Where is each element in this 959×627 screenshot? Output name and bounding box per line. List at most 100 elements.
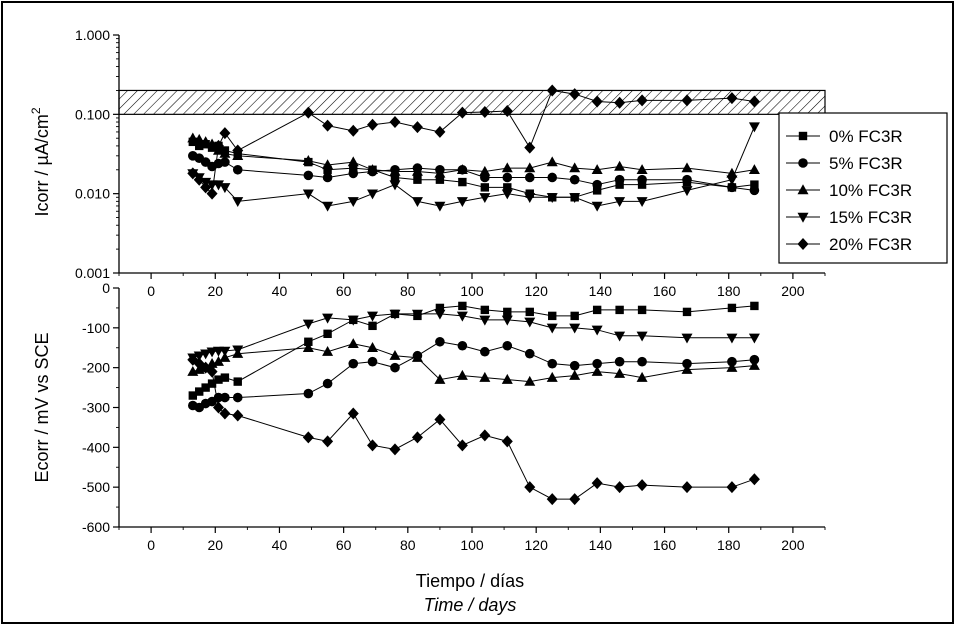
- data-point: [456, 369, 468, 380]
- data-point: [637, 356, 647, 367]
- data-point: [749, 354, 760, 365]
- data-point: [411, 352, 423, 362]
- legend-label: 20% FC3R: [829, 235, 912, 254]
- data-point: [390, 173, 400, 182]
- data-point: [367, 342, 379, 352]
- x-tick-label: 140: [589, 537, 613, 553]
- data-point: [322, 378, 333, 389]
- data-point: [748, 95, 760, 108]
- data-point: [682, 174, 692, 185]
- x-tick-label: 0: [147, 283, 155, 299]
- x-tick-label: 160: [653, 283, 677, 299]
- y-tick-label: -500: [82, 479, 110, 495]
- data-point: [592, 358, 602, 369]
- data-point: [726, 167, 738, 178]
- legend-label: 0% FC3R: [829, 127, 903, 146]
- legend-marker: [797, 212, 809, 223]
- data-point: [524, 141, 536, 154]
- data-point: [546, 84, 558, 97]
- series-line: [192, 359, 755, 500]
- series-square: [188, 137, 759, 202]
- data-point: [219, 147, 231, 158]
- data-point: [681, 186, 693, 197]
- data-point: [503, 183, 512, 192]
- data-point: [591, 365, 603, 376]
- x-tick-label: 40: [272, 537, 288, 553]
- data-point: [212, 139, 224, 152]
- y-tick-label: -600: [82, 519, 110, 535]
- legend-item: 20% FC3R: [786, 235, 912, 254]
- data-point: [435, 303, 445, 313]
- data-point: [187, 167, 199, 180]
- data-point: [434, 413, 446, 426]
- legend-label: 5% FC3R: [829, 154, 903, 173]
- legend-marker: [798, 158, 808, 168]
- x-tick-label: 180: [717, 537, 741, 553]
- data-point: [614, 331, 626, 342]
- data-point: [195, 141, 204, 151]
- x-tick-label: 60: [336, 283, 352, 299]
- data-point: [748, 333, 760, 344]
- data-point: [614, 96, 626, 109]
- data-point: [546, 493, 558, 506]
- data-point: [636, 94, 648, 107]
- data-point: [302, 189, 314, 200]
- x-axis-title: Tiempo / días: [416, 571, 524, 591]
- data-point: [636, 164, 648, 174]
- data-point: [614, 481, 626, 494]
- data-point: [348, 168, 359, 179]
- data-point: [187, 132, 199, 143]
- data-point: [322, 119, 334, 132]
- data-point: [323, 165, 332, 174]
- data-point: [347, 315, 359, 326]
- data-point: [546, 193, 558, 203]
- series-triangle-down: [187, 122, 760, 212]
- data-point: [232, 197, 244, 208]
- data-point: [456, 106, 468, 119]
- data-point: [726, 481, 738, 494]
- data-point: [188, 391, 198, 400]
- data-point: [681, 481, 693, 494]
- series-diamond: [187, 84, 760, 200]
- x-axis-title-english: Time / days: [424, 595, 517, 615]
- data-point: [569, 360, 580, 371]
- data-point: [501, 189, 513, 200]
- series-line: [192, 137, 755, 174]
- data-point: [322, 159, 334, 170]
- data-point: [524, 348, 535, 359]
- data-point: [206, 365, 218, 378]
- x-tick-label: 200: [781, 283, 805, 299]
- data-point: [411, 431, 423, 444]
- data-point: [389, 116, 401, 129]
- reference-band: [118, 89, 826, 115]
- data-point: [193, 173, 205, 186]
- data-point: [389, 180, 401, 191]
- data-point: [457, 340, 468, 351]
- data-point: [367, 164, 379, 174]
- data-point: [193, 133, 205, 144]
- data-point: [636, 197, 648, 208]
- data-point: [524, 193, 536, 203]
- data-point: [546, 323, 558, 334]
- data-point: [434, 201, 446, 212]
- data-point: [480, 305, 490, 315]
- data-point: [614, 174, 625, 185]
- data-point: [546, 371, 558, 382]
- data-point: [302, 155, 314, 165]
- data-point: [367, 356, 378, 367]
- data-point: [524, 481, 536, 494]
- data-point: [367, 439, 379, 452]
- x-tick-label: 0: [147, 537, 155, 553]
- x-tick-label: 100: [460, 537, 484, 553]
- data-point: [389, 443, 401, 456]
- x-tick-label: 140: [589, 283, 613, 299]
- data-point: [207, 379, 217, 388]
- x-tick-label: 60: [336, 537, 352, 553]
- data-point: [570, 311, 579, 321]
- data-point: [195, 387, 204, 396]
- data-point: [214, 375, 223, 384]
- data-point: [201, 383, 210, 392]
- data-point: [233, 377, 242, 386]
- legend-item: 15% FC3R: [786, 208, 912, 227]
